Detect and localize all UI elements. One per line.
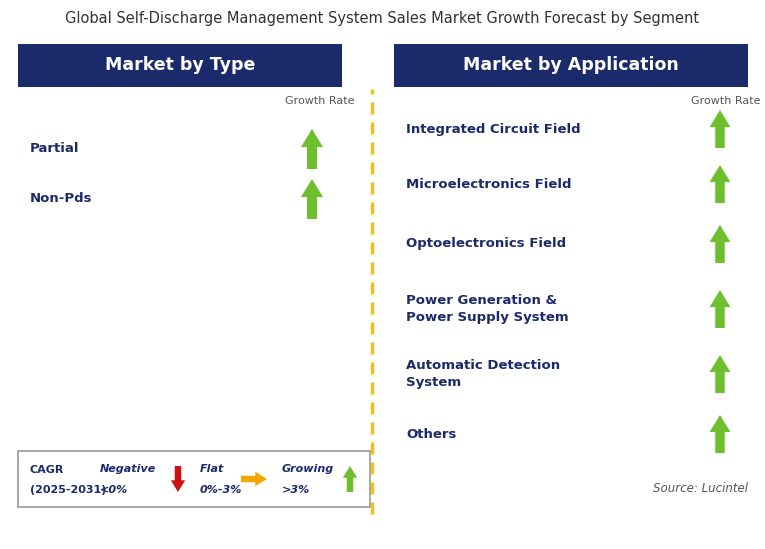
Text: Non-Pds: Non-Pds [30, 193, 93, 205]
Text: Growth Rate: Growth Rate [692, 96, 760, 106]
Text: Flat: Flat [200, 464, 224, 474]
Text: Source: Lucintel: Source: Lucintel [653, 483, 748, 496]
Text: Automatic Detection
System: Automatic Detection System [406, 359, 560, 389]
Bar [18, 44, 342, 87]
Text: Growth Rate: Growth Rate [285, 96, 355, 106]
Text: Market by Type: Market by Type [105, 57, 256, 75]
Text: Growing: Growing [282, 464, 334, 474]
Polygon shape [301, 179, 323, 219]
Polygon shape [710, 110, 731, 148]
Polygon shape [171, 466, 185, 492]
Text: Power Generation &
Power Supply System: Power Generation & Power Supply System [406, 294, 568, 324]
Polygon shape [301, 129, 323, 169]
Polygon shape [710, 225, 731, 263]
Polygon shape [710, 165, 731, 203]
Text: Market by Application: Market by Application [463, 57, 679, 75]
Polygon shape [710, 355, 731, 393]
Text: Others: Others [406, 428, 457, 440]
Text: Partial: Partial [30, 143, 80, 155]
Text: Optoelectronics Field: Optoelectronics Field [406, 238, 566, 250]
Text: >3%: >3% [282, 485, 311, 495]
Text: Integrated Circuit Field: Integrated Circuit Field [406, 122, 581, 136]
Bar [18, 451, 370, 507]
Polygon shape [343, 466, 357, 492]
Text: (2025-2031): (2025-2031) [30, 485, 106, 495]
Text: CAGR: CAGR [30, 465, 64, 475]
Text: Negative: Negative [100, 464, 156, 474]
Text: Microelectronics Field: Microelectronics Field [406, 177, 571, 191]
Text: <0%: <0% [100, 485, 129, 495]
Polygon shape [710, 415, 731, 453]
Polygon shape [241, 472, 267, 486]
Bar [394, 44, 748, 87]
Text: Global Self-Discharge Management System Sales Market Growth Forecast by Segment: Global Self-Discharge Management System … [65, 12, 699, 26]
Text: 0%-3%: 0%-3% [200, 485, 243, 495]
Polygon shape [710, 290, 731, 328]
